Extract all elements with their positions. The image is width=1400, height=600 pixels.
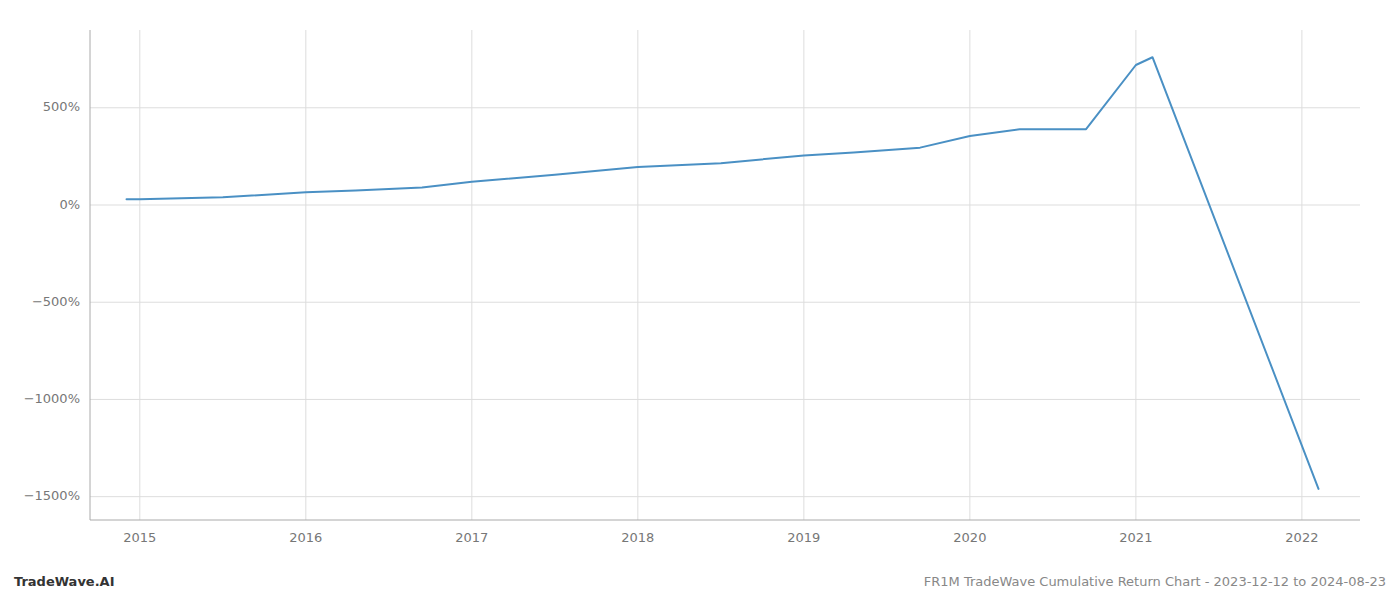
y-tick-label: 500% (43, 99, 80, 114)
footer-left: TradeWave.AI (14, 574, 115, 589)
y-grid-line (90, 399, 1360, 400)
x-grid-line (471, 30, 472, 520)
y-grid-line (90, 302, 1360, 303)
x-tick-label: 2015 (123, 530, 156, 545)
x-grid-line (803, 30, 804, 520)
x-grid-line (305, 30, 306, 520)
x-tick-label: 2020 (953, 530, 986, 545)
data-line (127, 57, 1319, 489)
x-grid-line (637, 30, 638, 520)
x-tick-label: 2019 (787, 530, 820, 545)
y-tick-label: 0% (59, 197, 80, 212)
x-axis-line (90, 520, 1360, 521)
axes: −1500% −1000% −500% 0% 500% 2015 2016 2017 2018 2… (24, 30, 1360, 545)
chart: −1500% −1000% −500% 0% 500% 2015 2016 2017 2018 2… (0, 0, 1400, 600)
footer-right: FR1M TradeWave Cumulative Return Chart -… (924, 574, 1386, 589)
y-axis-line (90, 30, 91, 520)
y-grid-line (90, 107, 1360, 108)
y-grid-line (90, 496, 1360, 497)
x-grid-line (1135, 30, 1136, 520)
y-tick-label: −1000% (24, 391, 80, 406)
x-grid-line (969, 30, 970, 520)
y-tick-label: −1500% (24, 488, 80, 503)
footer: TradeWave.AI FR1M TradeWave Cumulative Re… (14, 574, 1386, 589)
grid (90, 30, 1360, 520)
x-tick-label: 2016 (289, 530, 322, 545)
y-tick-label: −500% (32, 294, 80, 309)
y-grid-line (90, 205, 1360, 206)
x-tick-label: 2022 (1285, 530, 1318, 545)
x-tick-label: 2017 (455, 530, 488, 545)
x-grid-line (139, 30, 140, 520)
plot-area (127, 57, 1319, 489)
x-tick-label: 2018 (621, 530, 654, 545)
x-tick-label: 2021 (1119, 530, 1152, 545)
